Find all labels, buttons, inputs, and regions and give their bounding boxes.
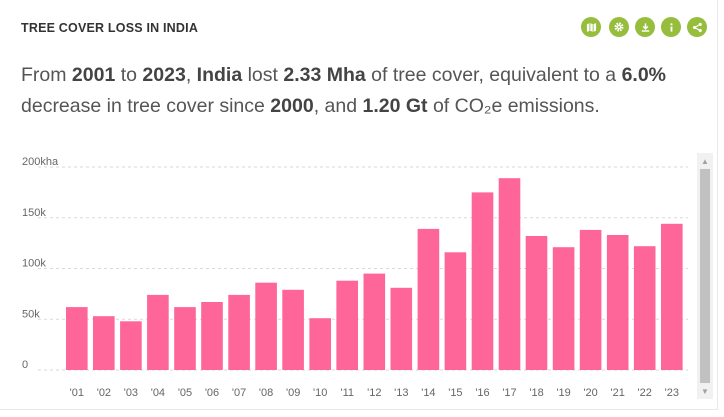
bar-17[interactable] bbox=[498, 178, 521, 370]
x-tick-label: '17 bbox=[502, 387, 516, 399]
x-tick-label: '04 bbox=[151, 387, 165, 399]
bar-05[interactable] bbox=[174, 307, 196, 370]
bar-16[interactable] bbox=[471, 192, 494, 370]
x-tick-label: '02 bbox=[97, 387, 111, 399]
bar-20[interactable] bbox=[579, 229, 602, 370]
x-tick-label: '10 bbox=[313, 387, 327, 399]
bar-23[interactable] bbox=[661, 223, 683, 370]
y-tick-label: 100k bbox=[22, 258, 46, 270]
scroll-up-arrow[interactable]: ▲ bbox=[701, 156, 709, 166]
summary-text: From bbox=[21, 64, 72, 86]
bar-12[interactable] bbox=[363, 273, 386, 370]
summary-text: , and bbox=[313, 95, 363, 117]
bar-11[interactable] bbox=[336, 280, 358, 370]
emissions-value: 1.20 Gt bbox=[362, 95, 428, 117]
end-year: 2023 bbox=[142, 64, 186, 86]
widget-panel: TREE COVER LOSS IN INDIA From 2001 to 20… bbox=[0, 0, 718, 410]
x-tick-label: '21 bbox=[611, 387, 625, 399]
y-tick-label: 0 bbox=[22, 359, 28, 371]
x-tick-label: '19 bbox=[556, 387, 570, 399]
x-tick-label: '07 bbox=[232, 387, 246, 399]
widget-toolbar bbox=[579, 17, 709, 39]
summary-text: of tree cover, equivalent to a bbox=[365, 64, 622, 86]
share-icon[interactable] bbox=[687, 17, 707, 37]
x-tick-label: '18 bbox=[529, 387, 543, 399]
y-tick-label: 150k bbox=[22, 207, 46, 219]
x-tick-label: '08 bbox=[259, 387, 273, 399]
summary-sentence: From 2001 to 2023, India lost 2.33 Mha o… bbox=[21, 60, 701, 122]
x-tick-label: '14 bbox=[421, 387, 435, 399]
summary-text: decrease in tree cover since bbox=[21, 95, 271, 117]
bar-chart: 200kha 150k 100k 50k 0 '01 '02 '03 '04 '05 '06 '07 '… bbox=[22, 156, 688, 399]
chart-scrollbar[interactable]: ▲ ▼ bbox=[697, 153, 713, 399]
x-tick-label: '16 bbox=[475, 387, 489, 399]
y-tick-label: 50k bbox=[22, 308, 40, 320]
bar-15[interactable] bbox=[444, 252, 467, 370]
summary-text: of CO₂e emissions. bbox=[427, 95, 600, 117]
x-tick-label: '12 bbox=[367, 387, 381, 399]
x-tick-label: '22 bbox=[638, 387, 652, 399]
percent-value: 6.0% bbox=[621, 64, 667, 86]
bar-07[interactable] bbox=[228, 294, 250, 370]
scroll-down-arrow[interactable]: ▼ bbox=[701, 386, 709, 396]
x-tick-label: '15 bbox=[448, 387, 462, 399]
bar-21[interactable] bbox=[606, 235, 629, 370]
summary-text: to bbox=[115, 64, 143, 86]
x-tick-label: '06 bbox=[205, 387, 219, 399]
x-tick-label: '13 bbox=[394, 387, 408, 399]
widget-title: TREE COVER LOSS IN INDIA bbox=[21, 21, 199, 35]
settings-icon[interactable] bbox=[609, 17, 629, 37]
x-tick-label: '20 bbox=[583, 387, 597, 399]
summary-text: , bbox=[185, 64, 197, 86]
x-tick-label: '01 bbox=[70, 387, 84, 399]
baseline-year: 2000 bbox=[270, 95, 314, 117]
x-tick-label: '11 bbox=[341, 387, 355, 399]
info-icon[interactable] bbox=[661, 17, 681, 37]
bar-22[interactable] bbox=[633, 246, 656, 370]
x-tick-label: '09 bbox=[286, 387, 300, 399]
loss-value: 2.33 Mha bbox=[283, 64, 366, 86]
location-name: India bbox=[196, 64, 243, 86]
map-icon[interactable] bbox=[581, 17, 601, 37]
bar-13[interactable] bbox=[390, 287, 413, 370]
bar-14[interactable] bbox=[417, 228, 440, 370]
x-tick-label: '23 bbox=[665, 387, 679, 399]
bar-03[interactable] bbox=[120, 321, 142, 370]
scroll-thumb[interactable] bbox=[700, 169, 710, 383]
download-icon[interactable] bbox=[635, 17, 655, 37]
bar-04[interactable] bbox=[147, 294, 169, 370]
bar-02[interactable] bbox=[93, 316, 115, 370]
x-tick-label: '03 bbox=[124, 387, 138, 399]
bar-01[interactable] bbox=[66, 307, 88, 370]
bar-06[interactable] bbox=[201, 302, 223, 370]
x-tick-label: '05 bbox=[178, 387, 192, 399]
bar-08[interactable] bbox=[255, 282, 277, 370]
bar-10[interactable] bbox=[309, 318, 331, 370]
bar-18[interactable] bbox=[525, 236, 548, 370]
y-tick-label: 200kha bbox=[22, 156, 59, 168]
summary-text: lost bbox=[242, 64, 284, 86]
bar-09[interactable] bbox=[282, 289, 304, 370]
bar-19[interactable] bbox=[552, 247, 575, 370]
start-year: 2001 bbox=[71, 64, 116, 86]
chart-area: 200kha 150k 100k 50k 0 '01 '02 '03 '04 '05 '06 '07 '… bbox=[0, 150, 700, 412]
